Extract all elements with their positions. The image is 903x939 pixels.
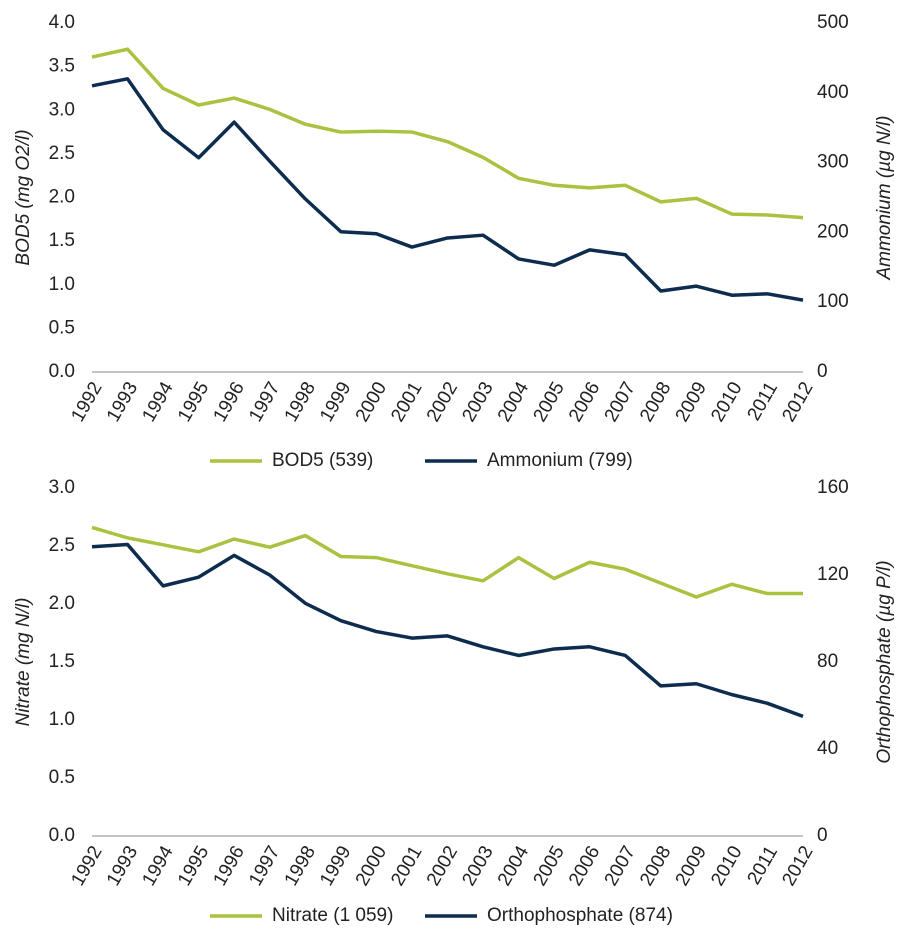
y-tick-label: 1.5 [49,651,75,672]
x-tick-label: 2011 [744,379,783,425]
x-tick-label: 2000 [352,379,391,426]
y-tick-label: 4.0 [49,12,75,33]
x-tick-label: 1998 [281,379,320,426]
series-line [91,47,804,220]
y-tick-label: 1.0 [49,274,75,295]
x-tick-label: 2005 [529,379,568,426]
x-tick-label: 2001 [387,379,426,426]
y-tick-label: 2.0 [49,187,75,208]
x-tick-label: 2012 [778,379,817,426]
legend-label: Nitrate (1 059) [272,905,393,926]
x-tick-label: 2006 [565,379,604,426]
x-tick-label: 2002 [423,843,462,890]
x-tick-label: 1997 [245,843,284,890]
x-tick-label: 1992 [67,843,106,890]
x-tick-label: 1994 [138,842,178,889]
y2-tick-label: 300 [817,152,849,173]
y-tick-label: 1.0 [49,709,75,730]
x-tick-label: 1995 [174,379,213,426]
y-axis-title: BOD5 (mg O2/l) [13,129,34,265]
series-line [91,525,803,599]
series-line [91,542,804,719]
x-tick-label: 2004 [494,842,534,889]
y-tick-label: 3.5 [49,56,75,77]
y-tick-label: 1.5 [49,230,75,251]
y-tick-label: 3.0 [49,477,75,498]
x-tick-label: 1995 [174,843,213,890]
legend-label: Ammonium (799) [487,450,633,471]
x-tick-label: 2001 [387,843,426,890]
x-tick-label: 2012 [778,843,817,890]
y-tick-label: 2.5 [49,143,75,164]
y2-axis-title: Ammonium (µg N/l) [874,115,895,280]
x-tick-label: 1997 [245,379,284,426]
x-tick-label: 1992 [67,379,106,426]
x-tick-label: 2011 [744,843,783,889]
y2-tick-label: 120 [817,564,849,585]
y2-tick-label: 200 [817,221,849,242]
x-tick-label: 2006 [565,843,604,890]
y-tick-label: 0.0 [49,825,75,846]
x-tick-label: 1993 [103,843,142,890]
y-tick-label: 0.5 [49,767,75,788]
x-tick-label: 1996 [210,843,249,890]
y-tick-label: 2.0 [49,593,75,614]
y-tick-label: 0.5 [49,317,75,338]
x-tick-label: 2007 [601,843,640,890]
legend-label: Orthophosphate (874) [487,905,673,926]
y2-tick-label: 0 [817,825,828,846]
x-tick-label: 2003 [458,843,497,890]
x-tick-label: 1999 [316,379,355,426]
x-tick-label: 2000 [352,843,391,890]
y-axis-title: Nitrate (mg N/l) [13,598,34,727]
x-tick-label: 2008 [636,379,675,426]
y-tick-label: 3.0 [49,99,75,120]
x-tick-label: 1993 [103,379,142,426]
x-tick-label: 1996 [210,379,249,426]
x-tick-label: 2010 [707,843,746,890]
y2-axis-title: Orthophosphate (µg P/l) [874,560,895,763]
y-tick-label: 0.0 [49,361,75,382]
x-tick-label: 2009 [672,843,711,890]
x-tick-label: 1998 [281,843,320,890]
x-tick-label: 2002 [423,379,462,426]
y2-tick-label: 400 [817,82,849,103]
x-tick-label: 2009 [672,379,711,426]
series-line [91,77,804,302]
y-tick-label: 2.5 [49,535,75,556]
y2-tick-label: 0 [817,361,828,382]
y2-tick-label: 160 [817,477,849,498]
y2-tick-label: 80 [817,651,838,672]
legend-label: BOD5 (539) [272,450,373,471]
x-tick-label: 2004 [494,378,534,425]
x-tick-label: 1999 [316,843,355,890]
y2-tick-label: 100 [817,291,849,312]
x-tick-label: 2008 [636,843,675,890]
y2-tick-label: 40 [817,738,838,759]
y2-tick-label: 500 [817,12,849,33]
x-tick-label: 2007 [601,379,640,426]
x-tick-label: 2010 [707,379,746,426]
x-tick-label: 2003 [458,379,497,426]
x-tick-label: 2005 [529,843,568,890]
x-tick-label: 1994 [138,378,178,425]
